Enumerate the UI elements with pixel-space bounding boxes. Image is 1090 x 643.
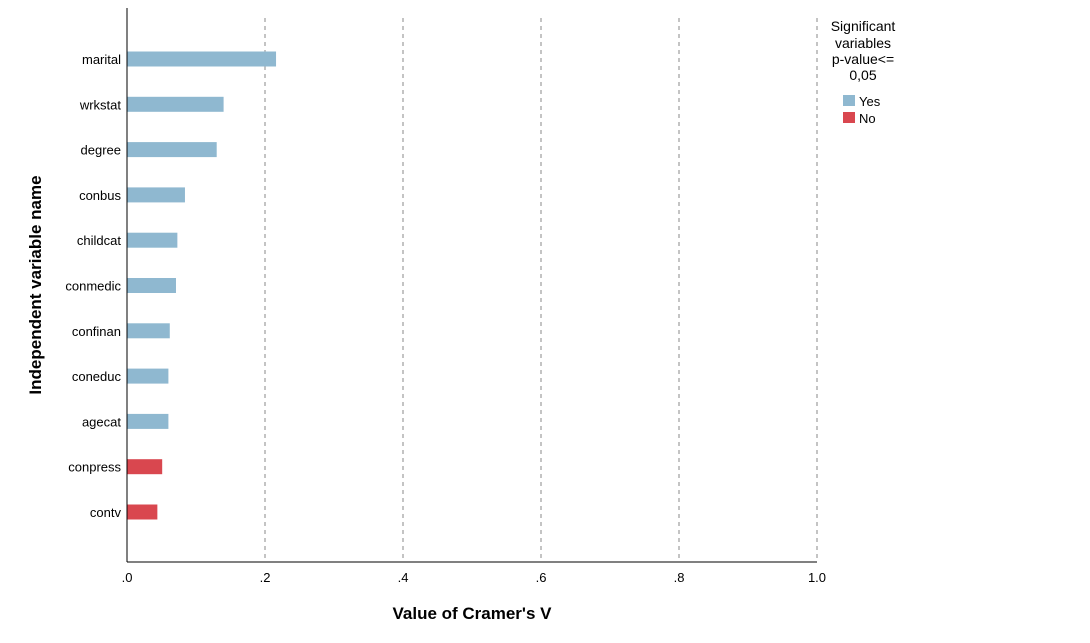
grid-lines [264,18,818,562]
y-tick-labels: marital wrkstat degree conbus childcat conmed… [65,52,121,520]
legend-title-line-3: p-value<= [832,51,894,67]
bars [127,51,277,520]
y-tick-label-marital: marital [82,52,121,67]
y-tick-label-conbus: conbus [79,188,121,203]
legend-title-line-1: Significant [831,18,896,34]
x-tick-label: .4 [398,570,409,585]
bar-agecat [127,413,169,429]
bar-wrkstat [127,96,224,112]
x-tick-labels: .0 .2 .4 .6 .8 1.0 [122,570,826,585]
y-tick-label-agecat: agecat [82,414,121,429]
y-tick-label-conmedic: conmedic [65,279,121,294]
legend: Significant variables p-value<= 0,05 Yes… [831,18,896,126]
bar-contv [127,504,158,520]
bar-degree [127,142,217,158]
bar-conpress [127,459,163,475]
bar-confinan [127,323,170,339]
bar-conmedic [127,278,176,293]
legend-title-line-4: 0,05 [849,67,876,83]
y-tick-label-conpress: conpress [68,460,121,475]
legend-swatch-no [843,112,855,123]
legend-title-line-2: variables [835,35,891,51]
x-axis-title: Value of Cramer's V [392,604,552,623]
legend-label-yes: Yes [859,94,881,109]
x-tick-label: .2 [260,570,271,585]
y-tick-label-wrkstat: wrkstat [79,97,122,112]
y-tick-label-degree: degree [81,143,121,158]
x-tick-label: .6 [536,570,547,585]
y-tick-label-contv: contv [90,505,122,520]
x-tick-label: 1.0 [808,570,826,585]
y-axis-title: Independent variable name [26,175,45,394]
legend-label-no: No [859,111,876,126]
bar-coneduc [127,368,169,384]
y-tick-label-confinan: confinan [72,324,121,339]
legend-swatch-yes [843,95,855,106]
x-tick-label: .8 [674,570,685,585]
bar-marital [127,51,277,67]
x-tick-label: .0 [122,570,133,585]
y-tick-label-coneduc: coneduc [72,369,122,384]
y-tick-label-childcat: childcat [77,233,121,248]
bar-childcat [127,232,178,248]
bar-conbus [127,187,185,203]
